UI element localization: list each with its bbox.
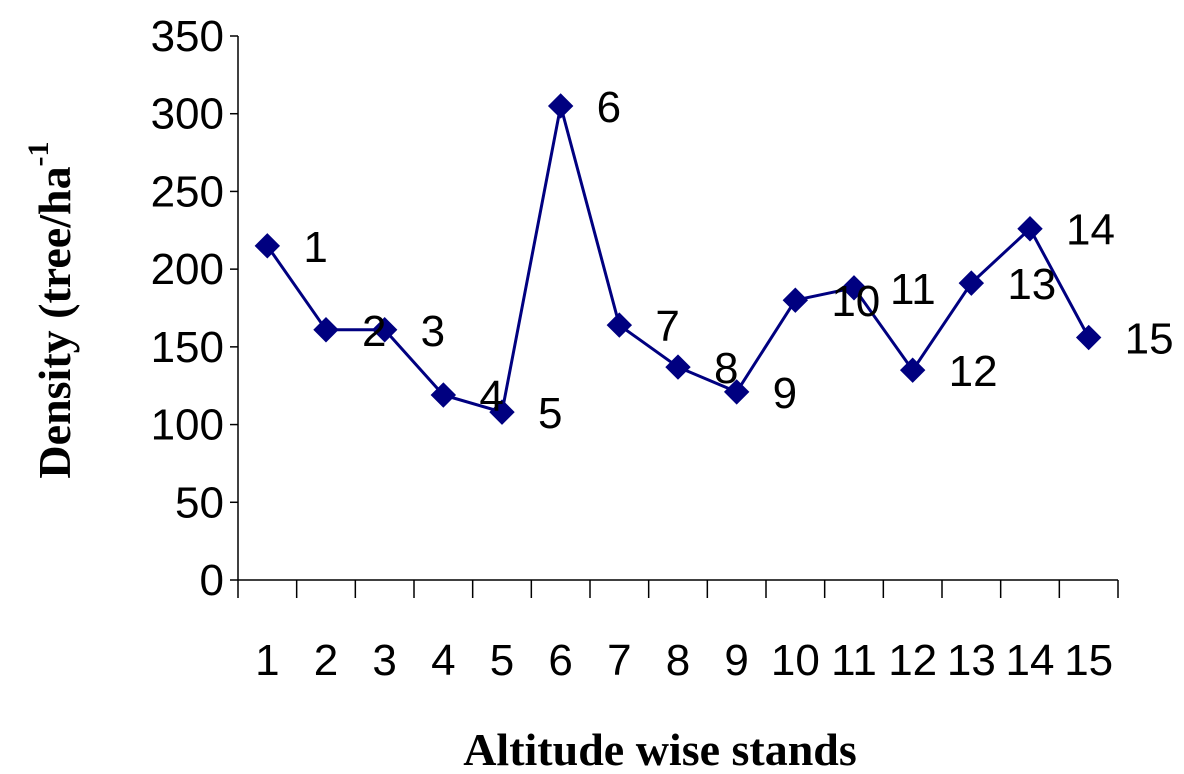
data-point-marker xyxy=(1077,326,1101,350)
data-point-label: 2 xyxy=(362,307,386,356)
y-tick-label: 300 xyxy=(151,90,224,139)
x-tick-label: 13 xyxy=(947,636,996,685)
data-point-label: 12 xyxy=(949,347,998,396)
data-point-label: 11 xyxy=(890,265,936,314)
x-tick-label: 8 xyxy=(666,636,690,685)
x-tick-label: 1 xyxy=(255,636,279,685)
x-ticks: 1 2 3 4 5 6 7 8 9 10 11 12 13 14 15 xyxy=(238,580,1118,685)
x-tick-label: 14 xyxy=(1006,636,1055,685)
data-point-marker xyxy=(783,288,807,312)
data-point-marker xyxy=(314,318,338,342)
data-point-marker xyxy=(901,358,925,382)
x-tick-label: 12 xyxy=(888,636,937,685)
data-point-label: 10 xyxy=(831,277,880,326)
data-point-label: 4 xyxy=(479,372,503,421)
y-tick-label: 100 xyxy=(151,401,224,450)
x-tick-label: 6 xyxy=(548,636,572,685)
data-point-label: 5 xyxy=(538,389,562,438)
x-tick-label: 3 xyxy=(372,636,396,685)
data-point-marker xyxy=(607,313,631,337)
y-axis-title-main: Density (tree/ha xyxy=(29,166,80,478)
data-point-label: 9 xyxy=(773,369,797,418)
x-tick-label: 10 xyxy=(771,636,820,685)
data-point-label: 8 xyxy=(714,344,738,393)
data-point-label: 14 xyxy=(1066,206,1115,255)
y-tick-label: 50 xyxy=(175,478,224,527)
y-tick-label: 0 xyxy=(200,556,224,605)
x-axis: 1 2 3 4 5 6 7 8 9 10 11 12 13 14 15 xyxy=(238,580,1118,685)
y-tick-label: 200 xyxy=(151,245,224,294)
data-point-label: 1 xyxy=(303,223,327,272)
x-tick-label: 7 xyxy=(607,636,631,685)
data-point-marker xyxy=(255,234,279,258)
x-tick-label: 5 xyxy=(490,636,514,685)
data-point-marker xyxy=(549,94,573,118)
x-tick-label: 11 xyxy=(831,636,877,685)
x-tick-label: 9 xyxy=(724,636,748,685)
y-tick-label: 150 xyxy=(151,323,224,372)
x-axis-title: Altitude wise stands xyxy=(463,724,857,774)
y-axis-title-superscript: -1 xyxy=(22,141,55,166)
y-tick-label: 250 xyxy=(151,167,224,216)
y-ticks: 0 50 100 150 200 250 300 350 xyxy=(151,12,238,605)
data-point-label: 6 xyxy=(597,83,621,132)
data-point-label: 7 xyxy=(655,302,679,351)
x-tick-label: 2 xyxy=(314,636,338,685)
data-point-label: 13 xyxy=(1007,260,1056,309)
data-point-label: 3 xyxy=(421,307,445,356)
x-tick-label: 4 xyxy=(431,636,455,685)
y-axis-title: Density (tree/ha-1 xyxy=(22,141,80,478)
y-axis: 0 50 100 150 200 250 300 350 xyxy=(151,12,238,605)
y-tick-label: 350 xyxy=(151,12,224,61)
data-point-marker xyxy=(666,355,690,379)
x-tick-label: 15 xyxy=(1064,636,1113,685)
data-point-label: 15 xyxy=(1125,315,1174,364)
